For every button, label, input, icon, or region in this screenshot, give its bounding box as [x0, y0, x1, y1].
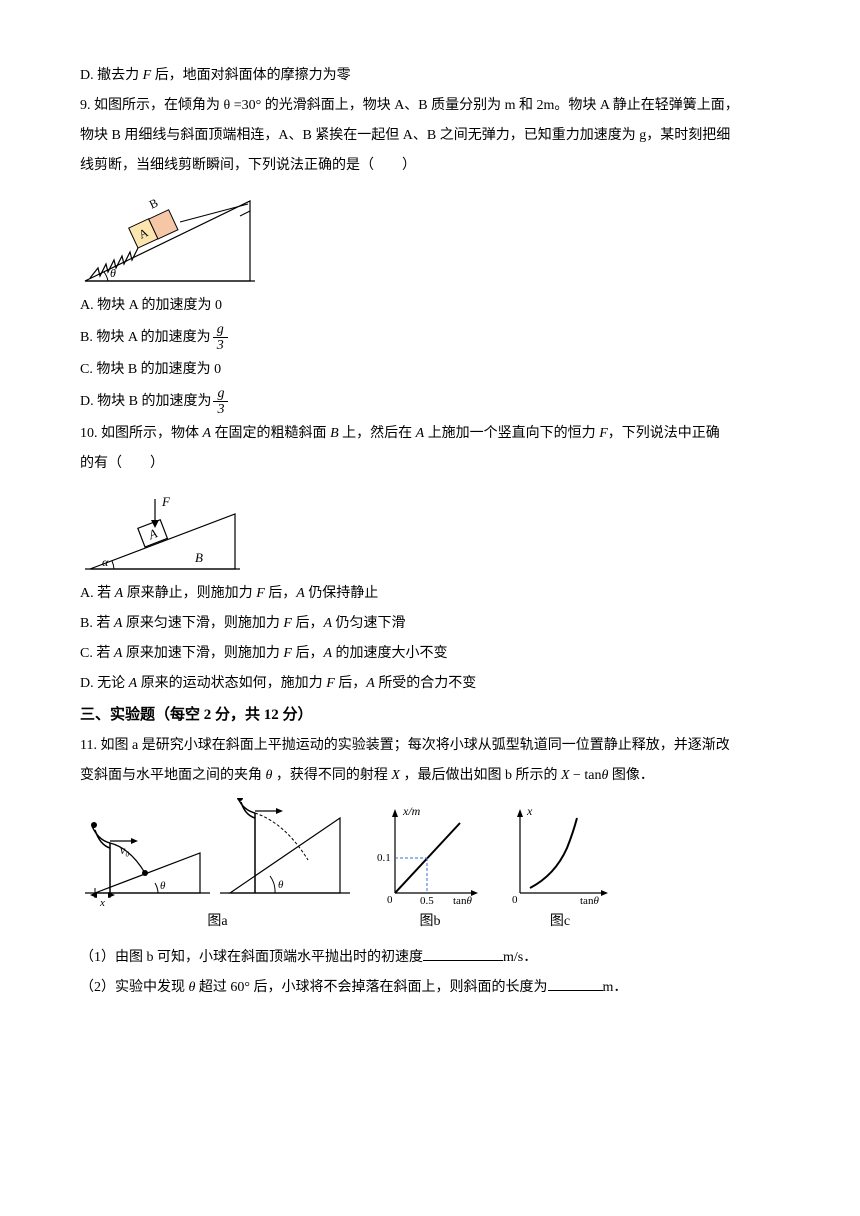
q11-stem: 11. 如图 a 是研究小球在斜面上平抛运动的实验装置；每次将小球从弧型轨道同一… — [80, 732, 780, 760]
q10-option-b: B. 若 A 原来匀速下滑，则施加力 F 后，A 仍匀速下滑 — [80, 610, 780, 638]
q11-figures: v₀ x θ θ 图a — [80, 798, 780, 936]
q11-sub2: （2）实验中发现 θ 超过 60° 后，小球将不会掉落在斜面上，则斜面的长度为m… — [80, 974, 780, 1002]
svg-text:F: F — [161, 494, 171, 509]
q11-blank-2[interactable] — [548, 976, 603, 991]
q10-option-d: D. 无论 A 原来的运动状态如何，施加力 F 后，A 所受的合力不变 — [80, 670, 780, 698]
svg-text:x: x — [99, 897, 105, 908]
q10-stem: 的有（ ） — [80, 450, 780, 478]
q11-blank-1[interactable] — [423, 946, 503, 961]
q8-option-d: D. 撤去力 F 后，地面对斜面体的摩擦力为零 — [80, 62, 780, 90]
q9-stem: 物块 B 用细线与斜面顶端相连，A、B 紧挨在一起但 A、B 之间无弹力，已知重… — [80, 122, 780, 150]
svg-text:tanθ: tanθ — [580, 895, 599, 907]
fig-a-label: 图a — [80, 908, 355, 936]
svg-text:0.1: 0.1 — [377, 852, 391, 864]
q9-option-a: A. 物块 A 的加速度为 0 — [80, 292, 780, 320]
q9-option-b: B. 物块 A 的加速度为g3 — [80, 322, 780, 354]
svg-text:θ: θ — [160, 880, 166, 892]
fig-b-label: 图b — [375, 908, 485, 936]
q9-stem: 线剪断，当细线剪断瞬间，下列说法正确的是（ ） — [80, 152, 780, 180]
svg-text:0: 0 — [512, 894, 518, 906]
svg-text:θ: θ — [278, 879, 284, 891]
section-3-title: 三、实验题（每空 2 分，共 12 分） — [80, 700, 780, 730]
svg-text:0.5: 0.5 — [420, 895, 434, 907]
q9-option-c: C. 物块 B 的加速度为 0 — [80, 356, 780, 384]
svg-text:A: A — [145, 525, 159, 542]
svg-text:B: B — [195, 550, 203, 565]
q11-sub1: （1）由图 b 可知，小球在斜面顶端水平抛出时的初速度m/s． — [80, 944, 780, 972]
svg-text:B: B — [147, 195, 160, 211]
q9-figure: A B θ — [80, 186, 780, 286]
q10-option-a: A. 若 A 原来静止，则施加力 F 后，A 仍保持静止 — [80, 580, 780, 608]
svg-text:tanθ: tanθ — [453, 895, 472, 907]
svg-text:θ: θ — [110, 266, 116, 280]
q9-option-d: D. 物块 B 的加速度为g3 — [80, 386, 780, 418]
q10-figure: A F B α — [80, 484, 780, 574]
q10-stem: 10. 如图所示，物体 A 在固定的粗糙斜面 B 上，然后在 A 上施加一个竖直… — [80, 420, 780, 448]
q10-option-c: C. 若 A 原来加速下滑，则施加力 F 后，A 的加速度大小不变 — [80, 640, 780, 668]
q9-stem: 9. 如图所示，在倾角为 θ =30° 的光滑斜面上，物块 A、B 质量分别为 … — [80, 92, 780, 120]
svg-text:0: 0 — [387, 894, 393, 906]
svg-text:x/m: x/m — [402, 804, 421, 818]
fig-c-label: 图c — [505, 908, 615, 936]
q11-stem: 变斜面与水平地面之间的夹角 θ ，获得不同的射程 X ，最后做出如图 b 所示的… — [80, 762, 780, 790]
svg-text:α: α — [102, 555, 109, 569]
svg-text:x: x — [526, 804, 533, 818]
